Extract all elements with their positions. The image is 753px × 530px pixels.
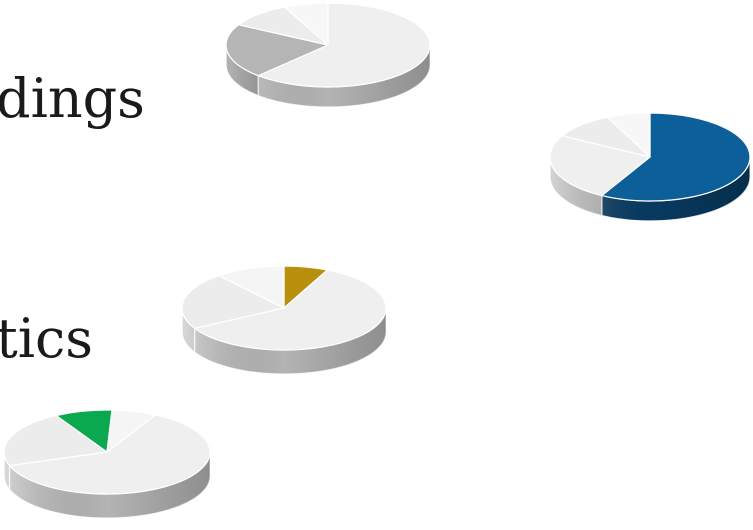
- pie-slice: [257, 2, 431, 88]
- pie-slice: [601, 112, 751, 202]
- pie-top: [3, 409, 211, 495]
- heading-fragment-1: dings: [0, 67, 145, 130]
- pie-top: [181, 265, 387, 351]
- pie-slice: [549, 135, 651, 197]
- pie-slice: [606, 112, 651, 158]
- pie-slice: [106, 409, 156, 453]
- pie-top: [549, 112, 751, 202]
- pie-slice: [181, 275, 285, 329]
- pie-slice: [218, 265, 285, 309]
- pie-gold: [181, 265, 387, 375]
- pie-slice: [225, 24, 329, 77]
- pie-slice: [8, 414, 211, 495]
- pie-green: [3, 409, 211, 519]
- pie-gray: [225, 2, 431, 108]
- pie-slice: [194, 269, 387, 351]
- pie-slice: [283, 2, 329, 46]
- pie-top: [225, 2, 431, 88]
- pie-blue: [549, 112, 751, 222]
- pie-slice: [3, 414, 108, 467]
- heading-fragment-2: tics: [0, 307, 93, 370]
